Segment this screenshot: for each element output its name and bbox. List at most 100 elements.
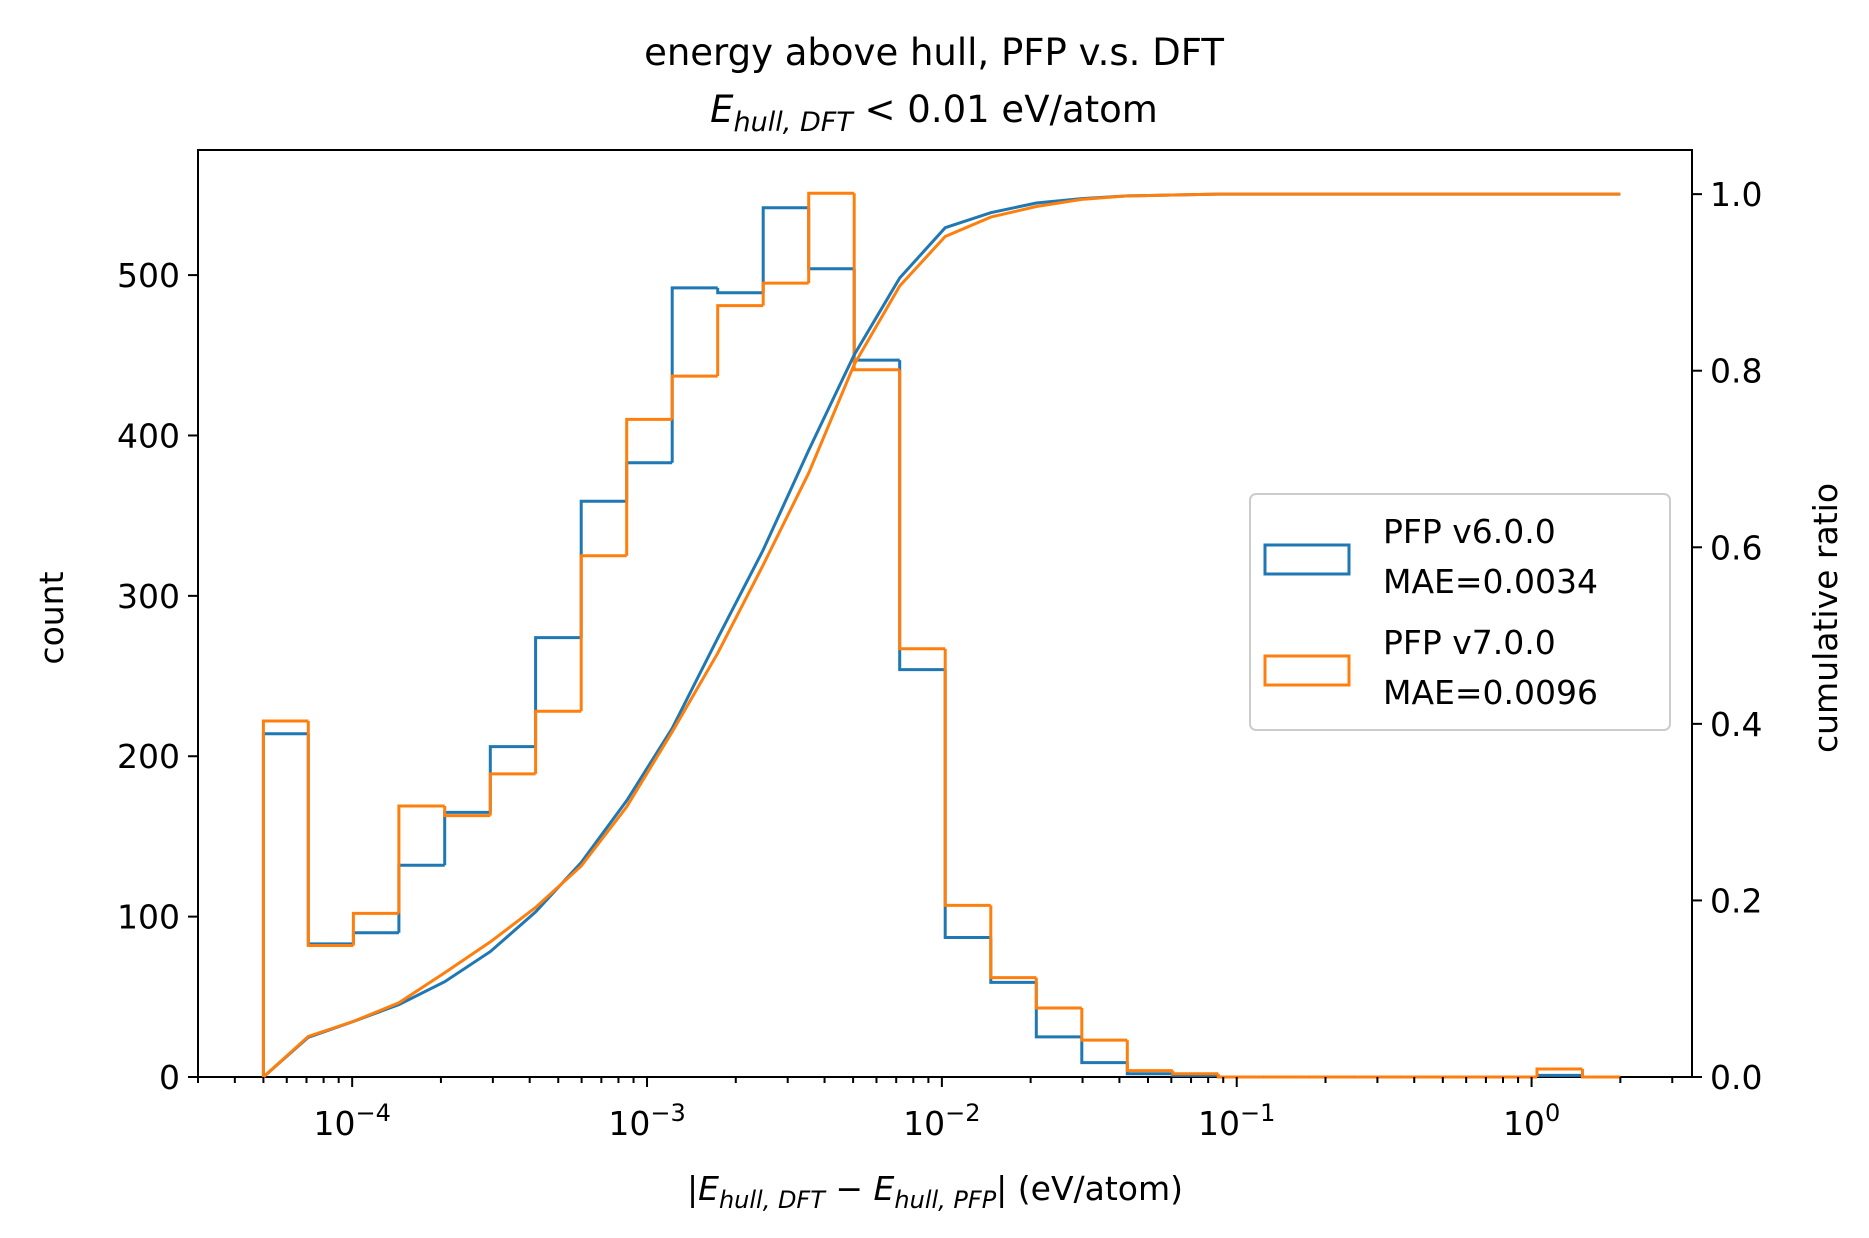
histogram-bar <box>989 937 1037 984</box>
histogram-bar <box>579 499 627 638</box>
histogram-bar <box>1581 1069 1621 1079</box>
histogram-bar <box>488 772 536 816</box>
histogram-bar <box>443 806 491 818</box>
x-label-open-bar: | <box>687 1169 698 1208</box>
y-left-tick-label: 100 <box>117 898 180 937</box>
x-tick-label: 10−4 <box>313 1099 390 1143</box>
histogram-bar <box>1080 1036 1128 1065</box>
x-tick-exponent: 0 <box>1545 1099 1560 1127</box>
x-tick-exponent: −4 <box>355 1099 390 1127</box>
x-tick-label: 10−2 <box>903 1099 980 1143</box>
title-energy-symbol: E <box>710 88 734 131</box>
cumulative-series <box>262 192 1621 1079</box>
y-left-tick-label: 400 <box>117 416 180 455</box>
histogram-bar <box>1080 1008 1128 1042</box>
histogram-bar <box>397 804 445 914</box>
histogram-bar <box>579 554 627 712</box>
histogram-bar <box>1034 977 1082 1010</box>
histogram-bar <box>534 709 582 774</box>
y-right-tick-label: 0.0 <box>1710 1058 1762 1097</box>
x-tick-label: 10−3 <box>608 1099 685 1143</box>
x-tick-exponent: −3 <box>650 1099 685 1127</box>
x-label-e2: E <box>874 1169 895 1208</box>
histogram-bar <box>351 931 399 944</box>
histogram-bar <box>488 745 536 813</box>
histogram-bar <box>716 304 764 377</box>
histogram-bar <box>351 911 399 946</box>
histogram-bar <box>1535 1073 1583 1077</box>
histogram-bar <box>807 207 855 271</box>
histogram-bar <box>261 732 309 1077</box>
histogram-bar <box>306 721 354 947</box>
y-axis-right-ticks: 0.0 0.2 0.4 0.6 0.8 1.0 <box>1692 175 1762 1097</box>
legend-mae-pfp-v7: MAE=0.0096 <box>1383 673 1598 712</box>
y-right-tick-label: 0.6 <box>1710 528 1762 567</box>
x-tick-base: 10 <box>313 1104 355 1143</box>
x-tick-base: 10 <box>1198 1104 1240 1143</box>
histogram-bar <box>943 669 991 939</box>
x-tick-label: 10−1 <box>1198 1099 1275 1143</box>
legend-frame <box>1249 493 1671 731</box>
histogram-bar <box>1216 1073 1264 1079</box>
y-axis-left-label: count <box>32 571 71 664</box>
x-tick-exponent: −2 <box>945 1099 980 1127</box>
histogram-bar <box>852 193 900 372</box>
y-axis-right-label: cumulative ratio <box>1806 483 1845 753</box>
histogram-bar <box>1034 982 1082 1039</box>
histogram-bar <box>534 636 582 747</box>
histogram-pfp-v7 <box>261 191 1621 1079</box>
histogram-bar <box>807 191 855 284</box>
x-label-close: | (eV/atom) <box>996 1169 1183 1208</box>
x-tick-exponent: −1 <box>1240 1099 1275 1127</box>
chart-title-line1: energy above hull, PFP v.s. DFT <box>644 31 1224 74</box>
x-label-sub2: hull, PFP <box>894 1186 996 1214</box>
histogram-series <box>261 191 1621 1079</box>
axes-spines <box>197 149 1693 1078</box>
histogram-bar <box>943 648 991 907</box>
histogram-bar <box>716 287 764 295</box>
x-tick-label: 100 <box>1503 1099 1560 1143</box>
histogram-bar <box>1171 1070 1219 1076</box>
legend-label-pfp-v7: PFP v7.0.0 <box>1383 623 1556 662</box>
y-right-tick-label: 0.2 <box>1710 881 1762 920</box>
histogram-bar <box>261 719 309 1077</box>
histogram-bar <box>625 461 673 502</box>
histogram-bar <box>761 206 809 293</box>
y-left-tick-label: 300 <box>117 577 180 616</box>
y-left-tick-label: 200 <box>117 737 180 776</box>
x-tick-base: 10 <box>903 1104 945 1143</box>
plot-frame <box>197 149 1693 1078</box>
cumulative-line-pfp-v7 <box>262 192 1621 1079</box>
y-right-tick-label: 0.4 <box>1710 705 1762 744</box>
histogram-bar <box>898 369 946 651</box>
y-axis-left-ticks: 0 100 200 300 400 500 <box>117 256 198 1097</box>
histogram-bar <box>1125 1040 1173 1073</box>
x-label-sub1: hull, DFT <box>719 1186 827 1214</box>
legend-label-pfp-v6: PFP v6.0.0 <box>1383 512 1556 551</box>
histogram-bar <box>1125 1062 1173 1076</box>
histogram-bar <box>443 810 491 866</box>
x-axis-ticks: 10−4 10−3 10−2 10−1 100 <box>197 1077 1674 1143</box>
y-right-tick-label: 1.0 <box>1710 175 1762 214</box>
histogram-bar <box>397 863 445 933</box>
x-label-minus: − <box>825 1169 874 1208</box>
x-tick-base: 10 <box>1503 1104 1545 1143</box>
y-left-tick-label: 500 <box>117 256 180 295</box>
legend-mae-pfp-v6: MAE=0.0034 <box>1383 562 1598 601</box>
histogram-bar <box>898 360 946 672</box>
title-energy-subscript: hull, DFT <box>734 107 856 138</box>
chart-title-line2: Ehull, DFT < 0.01 eV/atom <box>710 88 1158 138</box>
legend-swatch-pfp-v6 <box>1263 543 1351 576</box>
histogram-bar <box>306 733 354 946</box>
y-left-tick-label: 0 <box>159 1058 180 1097</box>
histogram-bar <box>670 374 718 420</box>
histogram-bar <box>761 281 809 306</box>
title-threshold: < 0.01 eV/atom <box>853 88 1158 131</box>
x-label-e1: E <box>698 1169 719 1208</box>
x-tick-base: 10 <box>608 1104 650 1143</box>
legend: PFP v6.0.0 MAE=0.0034 PFP v7.0.0 MAE=0.0… <box>1249 493 1671 731</box>
histogram-bar <box>1535 1067 1583 1077</box>
histogram-bar <box>989 905 1037 980</box>
legend-swatch-pfp-v7 <box>1263 654 1351 687</box>
